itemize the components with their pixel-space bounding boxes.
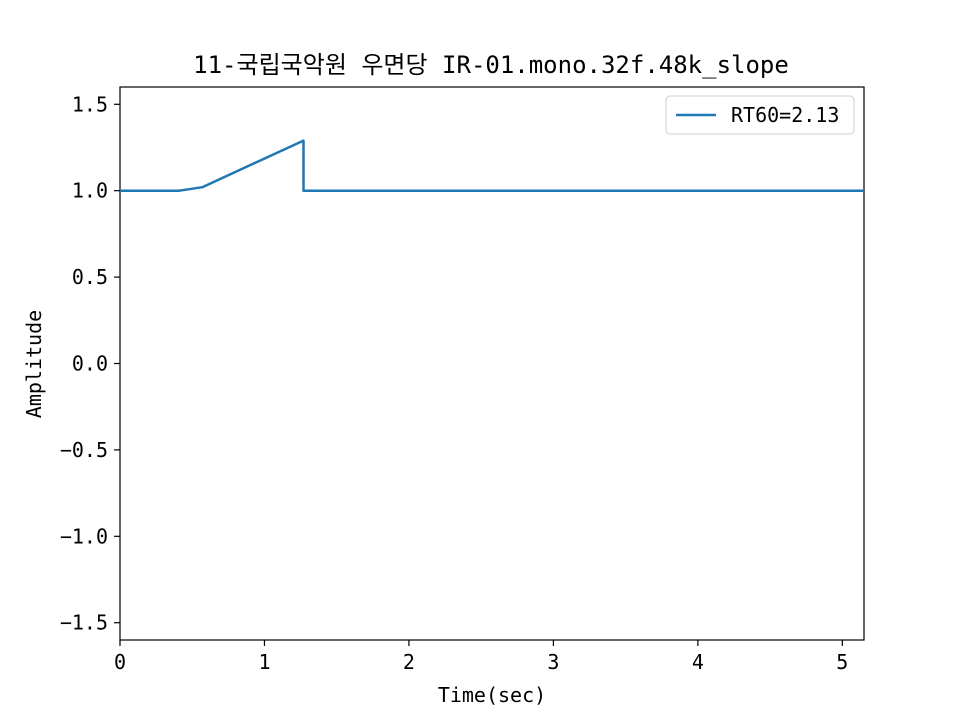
x-axis-label: Time(sec) [438, 683, 546, 707]
y-tick-label: −0.5 [60, 438, 108, 462]
x-tick-label: 2 [403, 650, 415, 674]
x-tick-label: 1 [258, 650, 270, 674]
y-axis: 1.5 1.0 0.5 0.0 −0.5 −1.0 −1.5 [60, 92, 120, 635]
x-tick-label: 0 [114, 650, 126, 674]
legend: RT60=2.13 [665, 95, 855, 135]
y-tick-label: 0.5 [72, 265, 108, 289]
series-line-0 [120, 139, 864, 192]
chart-title: 11-국립국악원 우면당 IR-01.mono.32f.48k_slope [193, 51, 789, 79]
x-tick-label: 4 [692, 650, 704, 674]
y-tick-label: 1.5 [72, 92, 108, 116]
x-tick-label: 3 [547, 650, 559, 674]
y-tick-label: −1.5 [60, 611, 108, 635]
y-axis-label: Amplitude [22, 310, 46, 418]
y-tick-label: 1.0 [72, 179, 108, 203]
legend-box [665, 95, 855, 135]
y-tick-label: −1.0 [60, 524, 108, 548]
x-axis: 0 1 2 3 4 5 [114, 640, 848, 674]
x-tick-label: 5 [836, 650, 848, 674]
y-tick-label: 0.0 [72, 352, 108, 376]
series-layer [120, 139, 864, 192]
legend-label: RT60=2.13 [731, 103, 839, 127]
